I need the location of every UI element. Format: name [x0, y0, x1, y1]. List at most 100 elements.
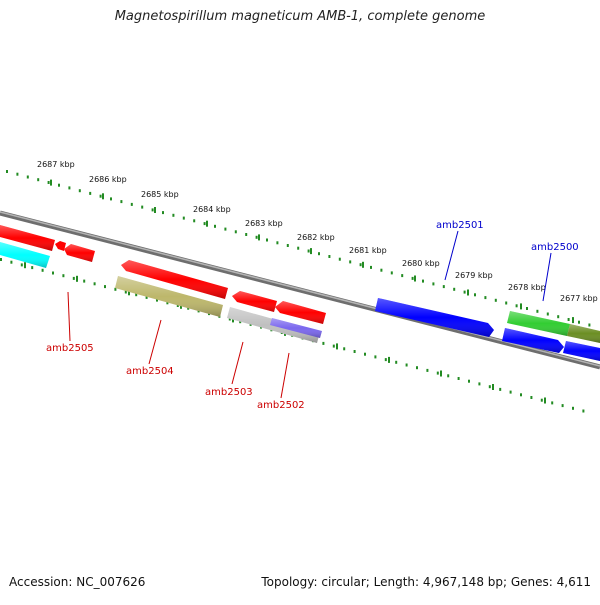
- tick-label: 2681 kbp: [349, 246, 387, 255]
- genome-summary-text: Topology: circular; Length: 4,967,148 bp…: [261, 575, 591, 589]
- ruler-major-tick: [258, 234, 260, 241]
- ruler-dot: [120, 200, 123, 204]
- ruler-dot: [484, 296, 487, 300]
- ruler-dot: [93, 282, 96, 286]
- ruler-dot: [322, 341, 325, 345]
- ruler-major-tick: [128, 289, 130, 296]
- gene-label-amb2505[interactable]: amb2505: [46, 343, 94, 354]
- ruler-dot: [332, 344, 335, 348]
- ruler-dot: [172, 213, 175, 217]
- ruler-dot: [68, 186, 71, 190]
- ruler-major-tick: [388, 356, 390, 363]
- ruler-dot: [453, 287, 456, 291]
- ruler-major-tick: [310, 248, 312, 255]
- ruler-dot: [416, 366, 418, 370]
- ruler-dot: [10, 260, 13, 264]
- gene-label-amb2502[interactable]: amb2502: [257, 400, 305, 411]
- ruler-dot: [255, 235, 258, 239]
- ruler-dot: [193, 219, 196, 223]
- genome-title: Magnetospirillum magneticum AMB-1, compl…: [114, 9, 486, 24]
- ruler-dot: [176, 304, 179, 307]
- ruler-major-tick: [362, 261, 364, 268]
- ruler-dot: [114, 287, 117, 291]
- gene-feature[interactable]: [507, 311, 570, 336]
- gene-feature[interactable]: [563, 341, 600, 361]
- ruler-dot: [145, 295, 148, 299]
- ruler-dot: [353, 350, 356, 353]
- ruler-dot: [99, 194, 102, 198]
- ruler-tick-labels: 2687 kbp 2686 kbp 2685 kbp 2684 kbp 2683…: [37, 160, 598, 303]
- ruler-dot: [31, 266, 34, 270]
- ruler-dot: [16, 172, 19, 176]
- gene-label-amb2503[interactable]: amb2503: [205, 387, 253, 398]
- ruler-dot: [505, 301, 508, 305]
- tick-label: 2682 kbp: [297, 233, 335, 242]
- gene-feature[interactable]: [0, 225, 55, 251]
- ruler-dot: [47, 181, 50, 184]
- ruler-dot: [468, 379, 470, 383]
- ruler-dot: [266, 238, 268, 242]
- gene-feature-amb2501[interactable]: [375, 298, 494, 337]
- ruler-dot: [110, 197, 112, 201]
- ruler-dot: [166, 301, 169, 305]
- ruler-dot: [509, 390, 512, 394]
- ruler-dot: [0, 258, 2, 261]
- tick-label: 2686 kbp: [89, 175, 127, 184]
- ruler-major-tick: [414, 275, 416, 282]
- gene-feature[interactable]: [64, 244, 95, 262]
- ruler-dot: [457, 377, 460, 380]
- gene-label-amb2504[interactable]: amb2504: [126, 366, 174, 377]
- ruler-dot: [307, 249, 310, 253]
- minus-strand-features: [0, 225, 326, 343]
- ruler-dot: [89, 191, 92, 195]
- ruler-major-tick: [206, 220, 208, 227]
- gene-feature[interactable]: [121, 260, 228, 299]
- ruler-dot: [359, 263, 362, 267]
- ruler-dot: [401, 274, 404, 278]
- ruler-major-tick: [102, 193, 104, 200]
- ruler-dot: [436, 371, 439, 375]
- ruler-dot: [26, 175, 29, 179]
- ruler-major-tick: [76, 275, 78, 282]
- ruler-dot: [572, 406, 574, 410]
- gene-labels: amb2505 amb2504 amb2503 amb2502 amb2501 …: [46, 220, 579, 411]
- gene-feature[interactable]: [0, 242, 50, 268]
- ruler-major-tick: [572, 317, 574, 324]
- ruler-major-tick: [467, 289, 469, 296]
- gene-feature-amb2500[interactable]: [502, 328, 564, 353]
- ruler-dot: [432, 282, 435, 286]
- ruler-major-tick: [50, 179, 52, 186]
- tick-label: 2679 kbp: [455, 271, 493, 280]
- tick-label: 2685 kbp: [141, 190, 179, 199]
- gene-label-amb2500[interactable]: amb2500: [531, 242, 579, 253]
- ruler-dot: [488, 385, 491, 389]
- plus-strand-features: [375, 298, 600, 361]
- ruler-dot: [6, 170, 8, 173]
- ruler-dot: [447, 374, 450, 378]
- gene-label-amb2501[interactable]: amb2501: [436, 220, 484, 231]
- ruler-dot: [245, 233, 248, 236]
- gene-feature-amb2502[interactable]: [270, 318, 322, 338]
- ruler-dot: [422, 279, 424, 283]
- ruler-dot: [557, 315, 560, 319]
- gene-feature[interactable]: [55, 241, 66, 251]
- ruler-major-tick: [440, 370, 442, 377]
- ruler-dot: [297, 246, 300, 250]
- ruler-dot: [384, 358, 387, 362]
- gene-feature[interactable]: [275, 301, 326, 324]
- ruler-dot: [141, 205, 144, 209]
- gene-feature[interactable]: [567, 324, 600, 343]
- ruler-dot: [395, 360, 398, 364]
- ruler-dot: [463, 290, 466, 294]
- gene-feature-amb2504[interactable]: [115, 276, 223, 317]
- ruler-dot: [526, 307, 528, 310]
- ruler-dot: [546, 312, 549, 316]
- ruler-dot: [567, 318, 570, 321]
- tick-label: 2677 kbp: [560, 294, 598, 303]
- ruler-dot: [214, 224, 216, 228]
- ruler-dot: [343, 347, 346, 351]
- gene-feature[interactable]: [232, 291, 277, 312]
- ruler-dot: [72, 276, 75, 280]
